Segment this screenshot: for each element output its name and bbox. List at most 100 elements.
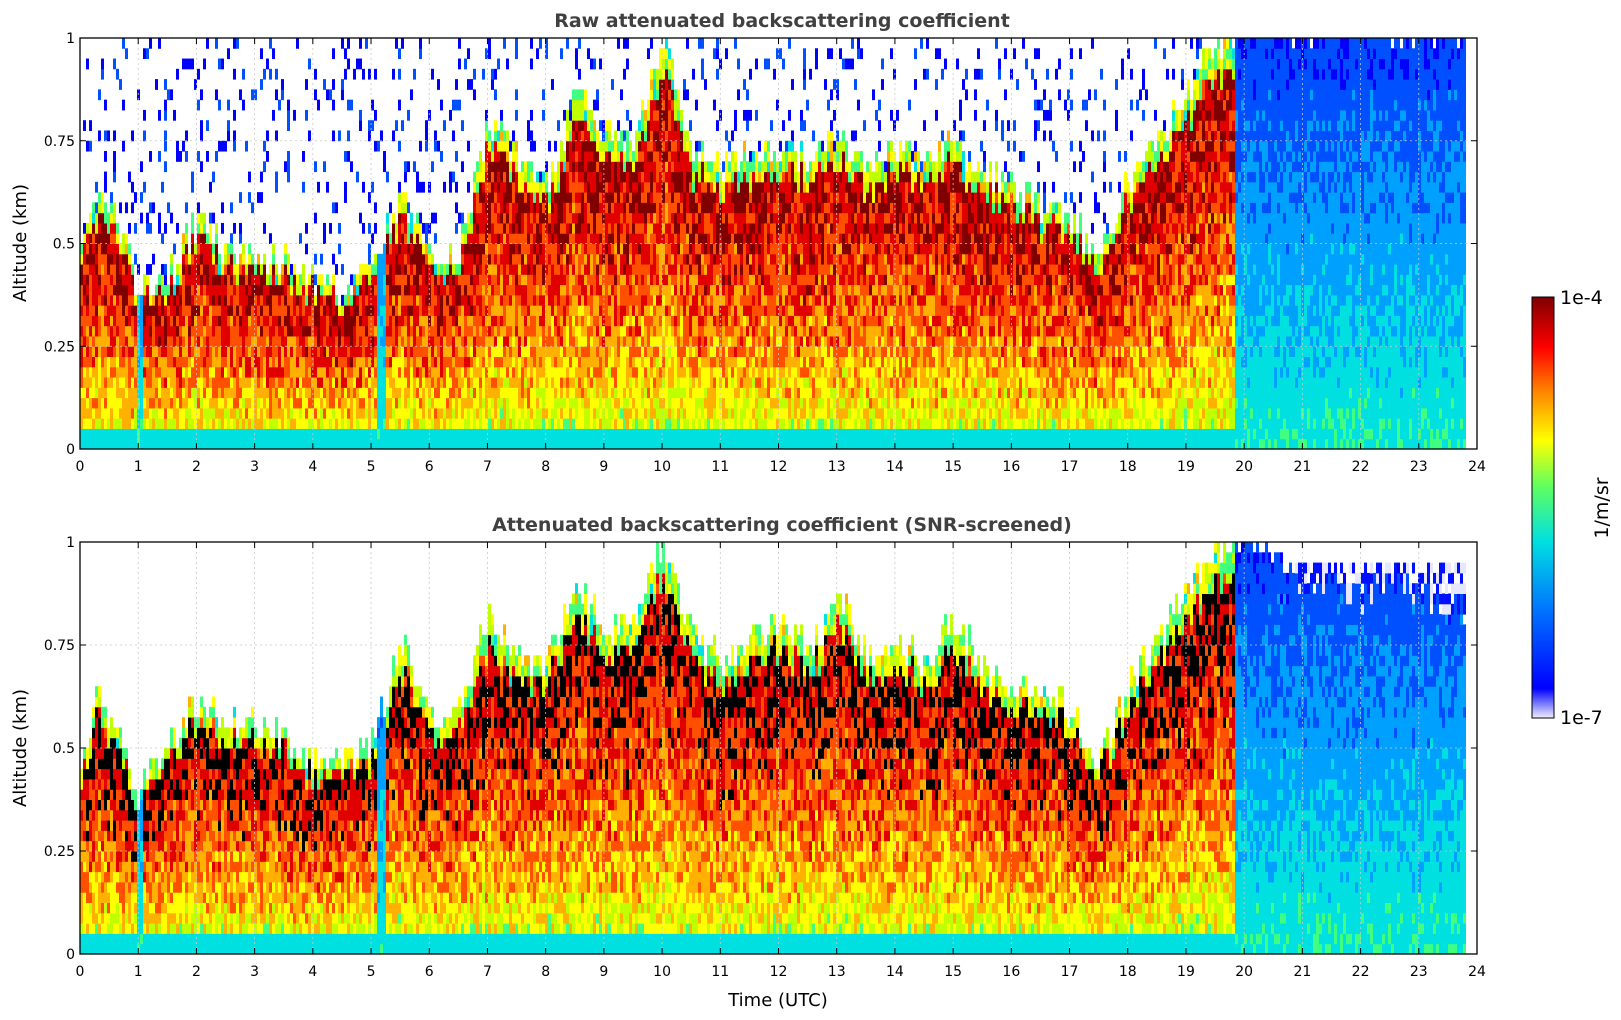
heatmap-cell xyxy=(278,100,281,111)
heatmap-cell xyxy=(326,274,329,285)
heatmap-cell xyxy=(203,59,206,70)
heatmap-cell xyxy=(182,233,185,244)
heatmap-cell xyxy=(212,326,215,337)
heatmap-cell xyxy=(119,336,122,347)
heatmap-cell xyxy=(191,295,194,306)
heatmap-cell xyxy=(239,285,242,296)
heatmap-cell xyxy=(212,172,215,183)
heatmap-cell xyxy=(101,202,104,213)
heatmap-cell xyxy=(362,274,365,285)
heatmap-cell xyxy=(98,264,101,275)
heatmap-cell xyxy=(134,387,137,398)
heatmap-cell xyxy=(308,285,311,296)
heatmap-cell xyxy=(392,295,395,306)
heatmap-cell xyxy=(173,377,176,388)
heatmap-cell xyxy=(386,428,389,439)
heatmap-cell xyxy=(359,367,362,378)
heatmap-cell xyxy=(389,285,392,296)
heatmap-cell xyxy=(128,346,131,357)
heatmap-cell xyxy=(176,367,179,378)
heatmap-cell xyxy=(200,377,203,388)
heatmap-cell xyxy=(332,418,335,429)
heatmap-cell xyxy=(362,69,365,80)
heatmap-cell xyxy=(239,295,242,306)
heatmap-cell xyxy=(371,274,374,285)
heatmap-cell xyxy=(128,315,131,326)
heatmap-cell xyxy=(209,315,212,326)
heatmap-cell xyxy=(164,387,167,398)
heatmap-cell xyxy=(413,367,416,378)
heatmap-cell xyxy=(98,233,101,244)
heatmap-cell xyxy=(419,233,422,244)
heatmap-cell xyxy=(116,326,119,337)
heatmap-cell xyxy=(224,285,227,296)
heatmap-cell xyxy=(389,264,392,275)
heatmap-cell xyxy=(83,326,86,337)
heatmap-cell xyxy=(365,408,368,419)
heatmap-cell xyxy=(197,367,200,378)
heatmap-cell xyxy=(242,264,245,275)
heatmap-cell xyxy=(146,387,149,398)
heatmap-cell xyxy=(236,387,239,398)
heatmap-cell xyxy=(260,336,263,347)
heatmap-cell xyxy=(362,428,365,439)
heatmap-cell xyxy=(158,357,161,368)
heatmap-cell xyxy=(83,223,86,234)
heatmap-cell xyxy=(368,130,371,141)
heatmap-cell xyxy=(365,295,368,306)
heatmap-cell xyxy=(248,377,251,388)
heatmap-cell xyxy=(320,439,323,450)
heatmap-cell xyxy=(269,274,272,285)
heatmap-cell xyxy=(248,387,251,398)
heatmap-cell xyxy=(359,428,362,439)
heatmap-cell xyxy=(293,110,296,121)
heatmap-cell xyxy=(371,357,374,368)
heatmap-cell xyxy=(131,182,134,193)
heatmap-cell xyxy=(272,377,275,388)
heatmap-cell xyxy=(179,357,182,368)
heatmap-cell xyxy=(107,315,110,326)
heatmap-cell xyxy=(314,398,317,409)
heatmap-cell xyxy=(155,418,158,429)
heatmap-cell xyxy=(266,336,269,347)
panel-title-raw: Raw attenuated backscattering coefficien… xyxy=(554,10,1010,32)
heatmap-cell xyxy=(233,130,236,141)
heatmap-cell xyxy=(83,377,86,388)
heatmap-cell xyxy=(386,254,389,265)
heatmap-cell xyxy=(146,213,149,224)
heatmap-cell xyxy=(221,141,224,152)
heatmap-cell xyxy=(419,305,422,316)
heatmap-cell xyxy=(146,398,149,409)
heatmap-cell xyxy=(167,357,170,368)
heatmap-cell xyxy=(188,315,191,326)
heatmap-cell xyxy=(374,295,377,306)
heatmap-cell xyxy=(413,223,416,234)
heatmap-cell xyxy=(86,315,89,326)
heatmap-cell xyxy=(371,398,374,409)
heatmap-cell xyxy=(167,377,170,388)
heatmap-cell xyxy=(152,305,155,316)
heatmap-cell xyxy=(353,398,356,409)
heatmap-cell xyxy=(425,223,428,234)
heatmap-cell xyxy=(257,357,260,368)
heatmap-cell xyxy=(377,285,380,296)
heatmap-cell xyxy=(95,357,98,368)
heatmap-cell xyxy=(365,398,368,409)
heatmap-cell xyxy=(425,264,428,275)
heatmap-cell xyxy=(383,161,386,172)
heatmap-cell xyxy=(221,202,224,213)
heatmap-cell xyxy=(257,336,260,347)
heatmap-cell xyxy=(242,336,245,347)
heatmap-cell xyxy=(158,285,161,296)
heatmap-cell xyxy=(212,305,215,316)
heatmap-cell xyxy=(86,346,89,357)
heatmap-cell xyxy=(89,315,92,326)
heatmap-cell xyxy=(197,223,200,234)
heatmap-cell xyxy=(299,398,302,409)
heatmap-cell xyxy=(299,315,302,326)
heatmap-cell xyxy=(281,336,284,347)
heatmap-cell xyxy=(233,110,236,121)
heatmap-cell xyxy=(209,367,212,378)
heatmap-cell xyxy=(197,387,200,398)
heatmap-cell xyxy=(143,408,146,419)
